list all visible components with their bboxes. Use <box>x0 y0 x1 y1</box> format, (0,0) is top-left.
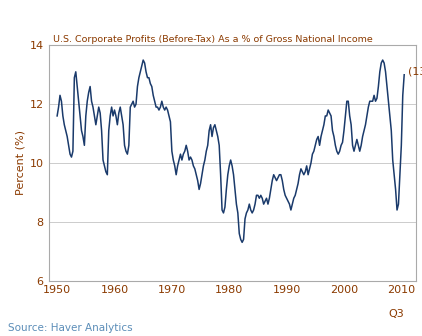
Text: Source: Haver Analytics: Source: Haver Analytics <box>8 323 133 333</box>
Text: U.S. Corporate Profits (Before-Tax) As a % of Gross National Income: U.S. Corporate Profits (Before-Tax) As a… <box>53 35 373 44</box>
Text: (13%): (13%) <box>408 67 422 77</box>
Text: Chart 1: The Rich Get Richer: Chart 1: The Rich Get Richer <box>111 13 311 26</box>
Y-axis label: Percent (%): Percent (%) <box>15 130 25 196</box>
Text: Q3: Q3 <box>389 309 405 319</box>
